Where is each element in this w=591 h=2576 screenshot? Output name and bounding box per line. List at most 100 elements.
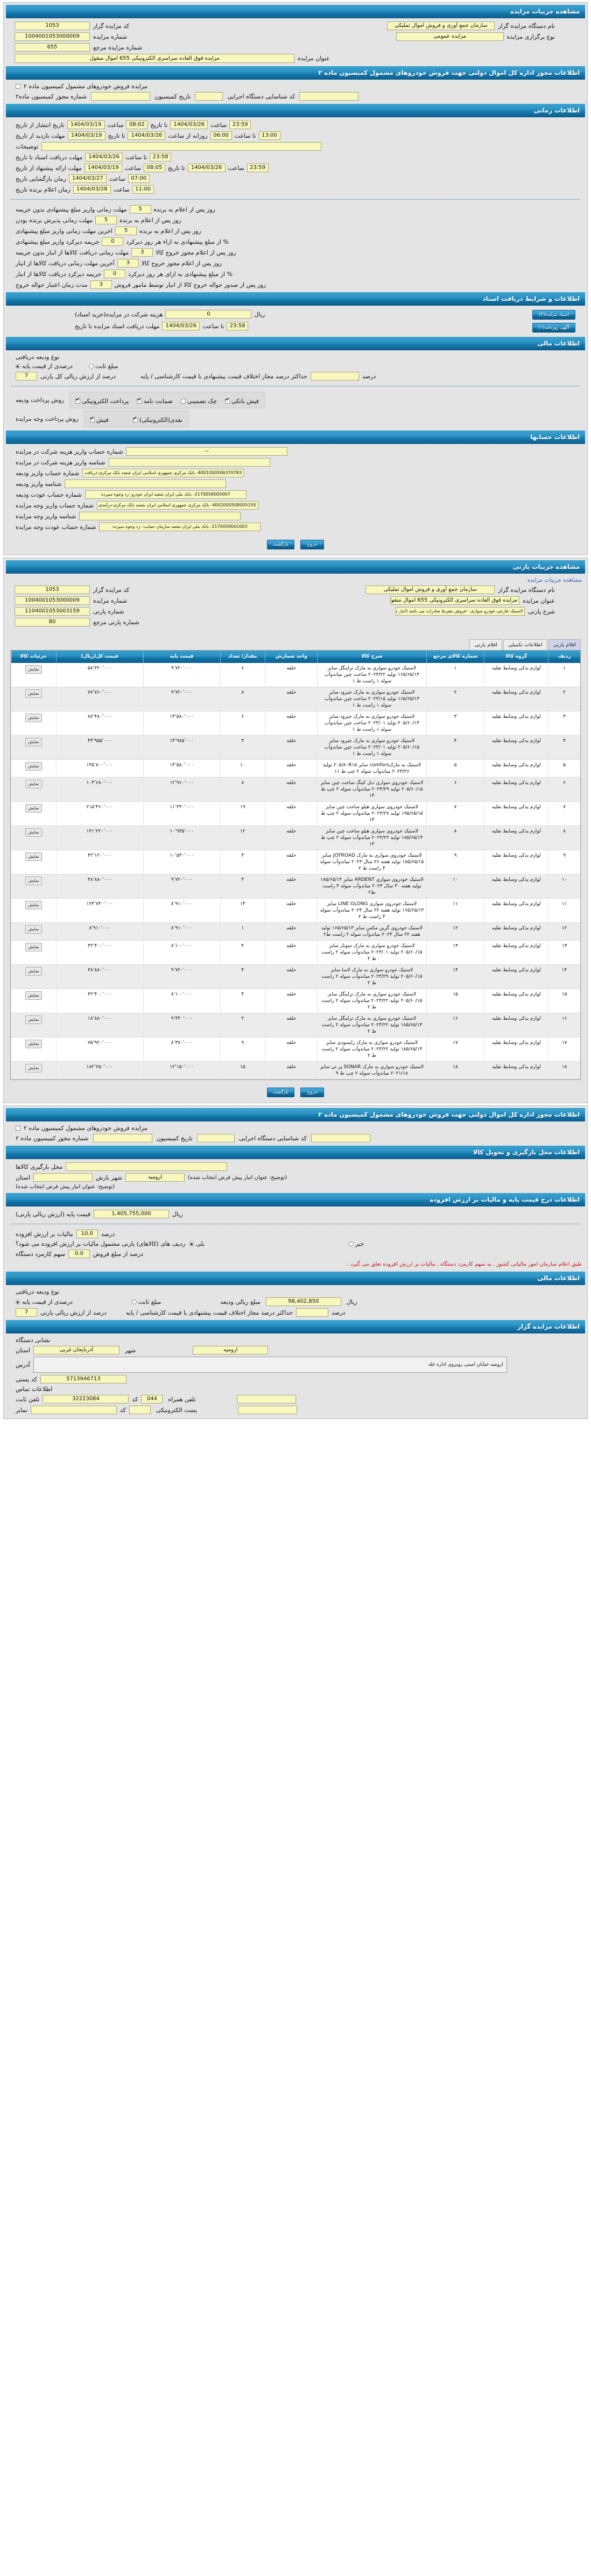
tel-code-value[interactable]: 044 <box>141 1395 163 1403</box>
docs-deadline-time[interactable]: 23:58 <box>150 153 172 161</box>
account-3-value[interactable] <box>65 479 227 488</box>
fee-value[interactable]: 0 <box>165 310 252 319</box>
email-value[interactable] <box>237 1406 297 1414</box>
visit-to-date[interactable]: 1404/03/26 <box>128 131 166 140</box>
paymethod-1-checkbox[interactable] <box>137 398 142 404</box>
org-value[interactable]: سازمان جمع آوری و فروش اموال تملیکی <box>387 22 495 30</box>
offer-time[interactable]: 08:05 <box>143 164 165 172</box>
tel-value[interactable]: 32223084 <box>43 1395 129 1403</box>
auctionpay-1-checkbox[interactable] <box>132 417 138 422</box>
party-code-value[interactable]: 1053 <box>15 585 90 594</box>
fax-code-value[interactable] <box>129 1406 151 1414</box>
back-button-party[interactable]: بازگشت <box>266 1088 294 1097</box>
auction-subject-value[interactable]: مزایده فوق العاده سراسری الکترونیکی 655 … <box>15 54 294 63</box>
account-6-value[interactable] <box>79 512 241 520</box>
party-subject-value[interactable]: مزایده فوق العاده سراسری الکترونیکی 655 … <box>390 596 520 605</box>
auction-code-value[interactable]: 1053 <box>15 22 90 30</box>
permit-no-value[interactable] <box>91 92 151 101</box>
visit-daily-time[interactable]: 06:00 <box>210 131 232 140</box>
newspaper-ad-button[interactable]: آگهی روزنامه(۱) <box>532 323 575 333</box>
offer-to-date[interactable]: 1404/03/26 <box>187 164 226 172</box>
bottom-fixed-radio[interactable] <box>131 1299 137 1304</box>
visit-extra-time[interactable]: 13:00 <box>258 131 280 140</box>
back-button-top[interactable]: بازگشت <box>266 540 294 549</box>
offer-date[interactable]: 1404/03/19 <box>84 164 122 172</box>
winner-time[interactable]: 11:00 <box>132 185 154 194</box>
deadline-value-2[interactable]: 5 <box>115 227 137 235</box>
bottom-maxdiff-value[interactable] <box>296 1308 328 1317</box>
docs-deadline-date[interactable]: 1404/03/26 <box>85 153 123 161</box>
option-percent[interactable]: درصدی از قیمت پایه <box>16 363 73 370</box>
item-details-button[interactable]: نمایش <box>25 901 42 909</box>
vat-value[interactable]: 10.0 <box>76 1230 98 1238</box>
item-details-button[interactable]: نمایش <box>25 780 42 788</box>
paymethod-2-checkbox[interactable] <box>181 399 186 404</box>
docs-time[interactable]: 23:58 <box>227 322 249 330</box>
paymethod-bank-slip[interactable]: فیش بانکی <box>225 398 259 405</box>
vat-option-no[interactable]: خیر <box>349 1240 364 1247</box>
winner-date[interactable]: 1404/03/28 <box>73 185 111 194</box>
fixed-radio[interactable] <box>88 364 94 369</box>
publish-from-time[interactable]: 08:02 <box>126 121 148 129</box>
party-number-value[interactable]: 1004001053000009 <box>15 596 90 605</box>
deadline-value-3[interactable]: 0 <box>102 237 124 246</box>
percent-radio[interactable] <box>16 364 20 369</box>
paymethod-guarantee-letter[interactable]: ضمانت نامه <box>137 398 173 405</box>
fax-value[interactable] <box>30 1406 117 1414</box>
item-details-button[interactable]: نمایش <box>25 967 42 976</box>
exit-button-party[interactable]: خروج <box>300 1088 325 1097</box>
deadline-value-1[interactable]: 5 <box>95 216 117 224</box>
option-fixed-amount[interactable]: مبلغ ثابت <box>88 363 118 370</box>
loading-place-value[interactable] <box>66 1162 228 1171</box>
item-details-button[interactable]: نمایش <box>25 1015 42 1024</box>
auctionpay-slip[interactable]: فیش <box>89 417 108 424</box>
party-ref-value[interactable]: 80 <box>15 618 90 626</box>
deadline-value-0[interactable]: 5 <box>129 205 151 214</box>
postal-code-value[interactable]: 5713946713 <box>40 1375 126 1384</box>
item-details-button[interactable]: نمایش <box>25 925 42 934</box>
maxdiff-value[interactable] <box>311 372 359 380</box>
bottom-permit-date-value[interactable] <box>196 1134 235 1142</box>
bottom-option-fixed[interactable]: مبلغ ثابت <box>131 1298 161 1305</box>
deadline-value-4[interactable]: 3 <box>131 248 153 257</box>
tab-supplementary-info[interactable]: اطلاعات تکمیلی <box>503 639 547 650</box>
base-price-value[interactable]: 1,405,755,000 <box>94 1210 169 1218</box>
paymethod-guaranteed-check[interactable]: چک تضمینی <box>181 398 217 405</box>
visit-from-date[interactable]: 1404/03/19 <box>67 131 105 140</box>
account-7-value[interactable]: 2170059001003- بانک ملی ایران شعبه سازما… <box>99 523 261 531</box>
paymethod-0-checkbox[interactable] <box>75 398 81 404</box>
auction-number-value[interactable]: 1004001053000009 <box>15 32 90 41</box>
item-details-button[interactable]: نمایش <box>25 689 42 698</box>
account-1-value[interactable] <box>108 458 270 467</box>
agency-code-value[interactable] <box>299 92 359 101</box>
docs-date[interactable]: 1404/03/26 <box>162 322 200 330</box>
open-time[interactable]: 07:00 <box>128 174 150 183</box>
percent-value[interactable]: 7 <box>16 372 37 380</box>
item-details-button[interactable]: نمایش <box>25 714 42 722</box>
bottom-permit-checkbox-row[interactable]: مزایده فروش خودروهای مشمول کمیسیون ماده … <box>4 1124 587 1133</box>
item-details-button[interactable]: نمایش <box>25 991 42 1000</box>
tab-party-items-right[interactable]: افلام پارتی <box>548 639 581 650</box>
offer-to-time[interactable]: 23:59 <box>247 164 269 172</box>
time-desc-value[interactable] <box>41 142 322 151</box>
bottom-option-percent[interactable]: درصدی از قیمت پایه <box>16 1298 73 1305</box>
item-details-button[interactable]: نمایش <box>25 877 42 885</box>
permit-date-value[interactable] <box>195 92 223 101</box>
item-details-button[interactable]: نمایش <box>25 804 42 813</box>
bottom-agency-code-value[interactable] <box>311 1134 370 1142</box>
auctionpay-0-checkbox[interactable] <box>89 417 95 422</box>
auctioneer-province-value[interactable]: آذربایجان غربی <box>33 1346 120 1354</box>
account-4-value[interactable]: 2170058005007- بانک ملی ایران شعبه ایران… <box>85 490 247 499</box>
exit-button-top[interactable]: خروج <box>300 540 325 549</box>
party-org-value[interactable]: سازمان جمع آوری و فروش اموال تملیکی <box>365 585 495 594</box>
tab-party-items[interactable]: افلام پارتی <box>469 639 502 650</box>
party-no-value[interactable]: 1104001053003159 <box>15 607 90 616</box>
commission-value[interactable]: 0.0 <box>68 1250 90 1258</box>
deadline-value-7[interactable]: 3 <box>90 280 112 289</box>
auctioneer-city-value[interactable]: ارومیه <box>193 1346 269 1354</box>
item-details-button[interactable]: نمایش <box>25 852 42 861</box>
item-details-button[interactable]: نمایش <box>25 1064 42 1072</box>
vat-yes-radio[interactable] <box>189 1241 195 1246</box>
bottom-percent-radio[interactable] <box>16 1299 20 1304</box>
account-0-value[interactable]: -- <box>126 447 288 456</box>
